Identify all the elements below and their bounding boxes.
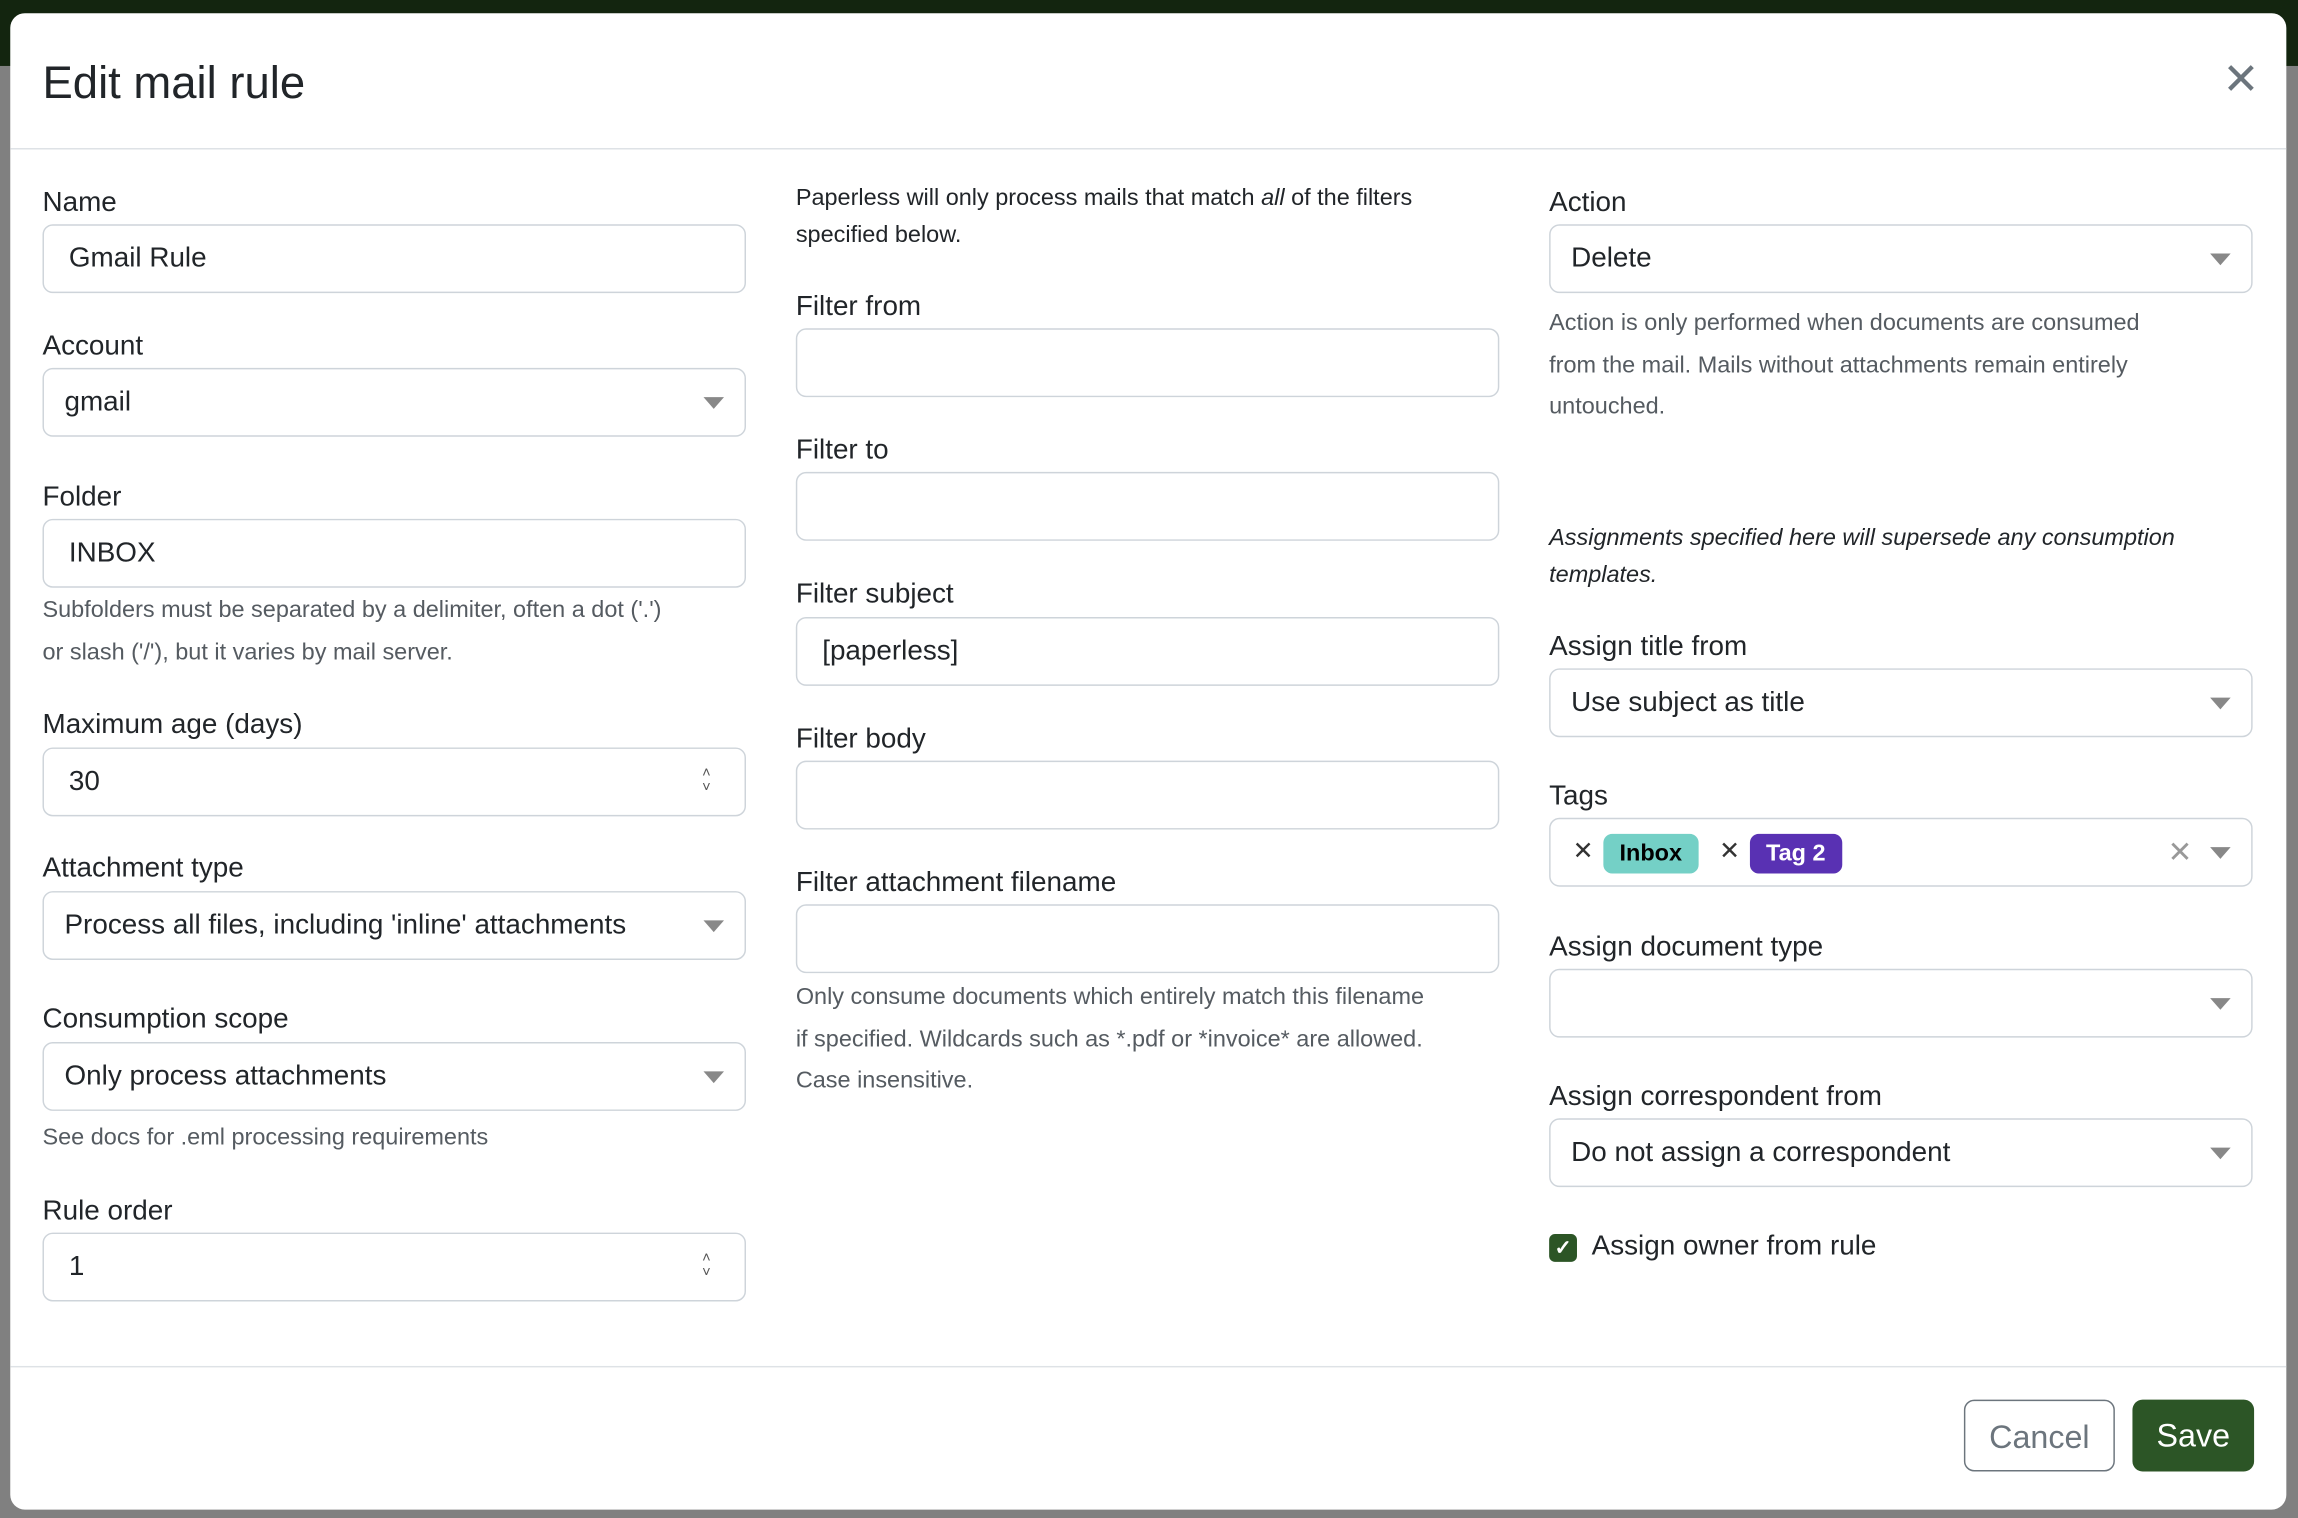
check-icon: ✓ bbox=[1554, 1235, 1572, 1259]
filter-attachment-help: Only consume documents which entirely ma… bbox=[796, 978, 1499, 1103]
filters-intro: Paperless will only process mails that m… bbox=[796, 182, 1499, 254]
intro-emphasis: all bbox=[1261, 186, 1285, 212]
rule-order-value: 1 bbox=[68, 1251, 85, 1283]
filter-body-label: Filter body bbox=[795, 724, 926, 755]
name-label: Name bbox=[42, 187, 117, 219]
folder-help: Subfolders must be separated by a delimi… bbox=[43, 591, 746, 675]
chevron-down-icon bbox=[2210, 1147, 2231, 1160]
assign-correspondent-label: Assign correspondent from bbox=[1549, 1081, 1882, 1113]
cancel-button[interactable]: Cancel bbox=[1963, 1399, 2115, 1472]
assign-owner-checkbox[interactable]: ✓ bbox=[1549, 1234, 1577, 1262]
header-divider bbox=[10, 148, 2287, 150]
help-line: from the mail. Mails without attachments… bbox=[1549, 352, 2128, 378]
attachment-type-label: Attachment type bbox=[42, 852, 244, 884]
assign-owner-label[interactable]: Assign owner from rule bbox=[1591, 1231, 1877, 1262]
action-label: Action bbox=[1549, 187, 1627, 219]
attachment-type-select[interactable]: Process all files, including 'inline' at… bbox=[42, 891, 746, 960]
assign-title-label: Assign title from bbox=[1549, 631, 1748, 663]
tags-label: Tags bbox=[1549, 781, 1608, 812]
save-button[interactable]: Save bbox=[2132, 1399, 2255, 1472]
help-line: untouched. bbox=[1549, 394, 1666, 420]
max-age-value: 30 bbox=[68, 766, 100, 798]
intro-text: Paperless will only process mails that m… bbox=[795, 186, 1262, 212]
assign-doc-type-select[interactable] bbox=[1549, 968, 2253, 1038]
folder-value: INBOX bbox=[68, 537, 156, 569]
tag-badge: Tag 2 bbox=[1749, 833, 1842, 874]
assign-correspondent-value: Do not assign a correspondent bbox=[1571, 1137, 1951, 1169]
assign-title-value: Use subject as title bbox=[1571, 687, 1805, 719]
filter-subject-input[interactable]: [paperless] bbox=[795, 617, 1500, 686]
assign-doc-type-label: Assign document type bbox=[1549, 932, 1824, 963]
filter-subject-value: [paperless] bbox=[822, 636, 959, 667]
intro-text: of the filters bbox=[1284, 186, 1413, 212]
clear-icon[interactable]: ✕ bbox=[2167, 836, 2193, 870]
rule-order-input[interactable]: 1 ˄ ˅ bbox=[42, 1232, 746, 1302]
max-age-label: Maximum age (days) bbox=[42, 709, 303, 741]
tags-select[interactable]: ✕ Inbox ✕ Tag 2 ✕ bbox=[1549, 817, 2253, 887]
chevron-down-icon bbox=[2210, 998, 2231, 1010]
consumption-scope-label: Consumption scope bbox=[42, 1003, 289, 1035]
max-age-input[interactable]: 30 ˄ ˅ bbox=[42, 747, 746, 817]
action-value: Delete bbox=[1571, 243, 1652, 275]
chevron-down-icon bbox=[2210, 697, 2231, 710]
assign-correspondent-select[interactable]: Do not assign a correspondent bbox=[1549, 1118, 2253, 1188]
help-line: if specified. Wildcards such as *.pdf or… bbox=[795, 1026, 1423, 1052]
remove-tag-icon[interactable]: ✕ bbox=[1719, 836, 1741, 865]
filter-from-label: Filter from bbox=[795, 291, 922, 323]
chevron-down-icon bbox=[703, 920, 725, 933]
filter-body-input[interactable] bbox=[795, 760, 1500, 830]
edit-mail-rule-dialog: Edit mail rule ✕ Name Gmail Rule Account… bbox=[10, 13, 2287, 1510]
footer-divider bbox=[10, 1365, 2287, 1368]
action-select[interactable]: Delete bbox=[1549, 224, 2253, 294]
chevron-down-icon bbox=[2210, 253, 2231, 266]
help-line: Only consume documents which entirely ma… bbox=[795, 984, 1425, 1010]
action-help: Action is only performed when documents … bbox=[1549, 303, 2252, 428]
dialog-title: Edit mail rule bbox=[42, 57, 306, 109]
close-icon[interactable]: ✕ bbox=[2222, 55, 2260, 105]
account-value: gmail bbox=[64, 386, 132, 418]
filter-from-input[interactable] bbox=[795, 328, 1500, 398]
folder-help-line: or slash ('/'), but it varies by mail se… bbox=[42, 639, 453, 665]
chevron-down-icon bbox=[703, 1071, 725, 1084]
consumption-scope-select[interactable]: Only process attachments bbox=[42, 1042, 746, 1111]
folder-input[interactable]: INBOX bbox=[42, 518, 746, 588]
account-select[interactable]: gmail bbox=[42, 367, 746, 437]
chevron-down-icon[interactable] bbox=[2210, 847, 2231, 859]
spinner-icon[interactable]: ˄ ˅ bbox=[702, 1250, 711, 1281]
folder-help-line: Subfolders must be separated by a delimi… bbox=[42, 597, 662, 623]
rule-order-label: Rule order bbox=[42, 1195, 173, 1227]
attachment-type-value: Process all files, including 'inline' at… bbox=[64, 910, 627, 941]
help-line: Action is only performed when documents … bbox=[1549, 310, 2140, 336]
help-line: Case insensitive. bbox=[795, 1068, 974, 1094]
note-line: Assignments specified here will supersed… bbox=[1549, 526, 2175, 552]
consumption-scope-help: See docs for .eml processing requirement… bbox=[42, 1125, 489, 1151]
filter-to-label: Filter to bbox=[795, 435, 889, 467]
filter-to-input[interactable] bbox=[795, 471, 1500, 541]
filter-attachment-input[interactable] bbox=[795, 904, 1500, 974]
filter-attachment-label: Filter attachment filename bbox=[795, 867, 1117, 899]
assign-title-select[interactable]: Use subject as title bbox=[1549, 668, 2253, 738]
folder-label: Folder bbox=[42, 482, 122, 513]
intro-text: specified below. bbox=[795, 222, 962, 247]
note-line: templates. bbox=[1549, 562, 1658, 587]
consumption-scope-value: Only process attachments bbox=[64, 1061, 387, 1092]
remove-tag-icon[interactable]: ✕ bbox=[1572, 836, 1594, 865]
filter-subject-label: Filter subject bbox=[795, 578, 954, 610]
name-input[interactable]: Gmail Rule bbox=[42, 224, 746, 294]
chevron-down-icon bbox=[703, 397, 725, 409]
name-value: Gmail Rule bbox=[68, 243, 207, 275]
assignments-note: Assignments specified here will supersed… bbox=[1549, 522, 2252, 594]
tag-badge: Inbox bbox=[1603, 833, 1699, 874]
account-label: Account bbox=[42, 331, 144, 363]
spinner-icon[interactable]: ˄ ˅ bbox=[702, 765, 711, 796]
